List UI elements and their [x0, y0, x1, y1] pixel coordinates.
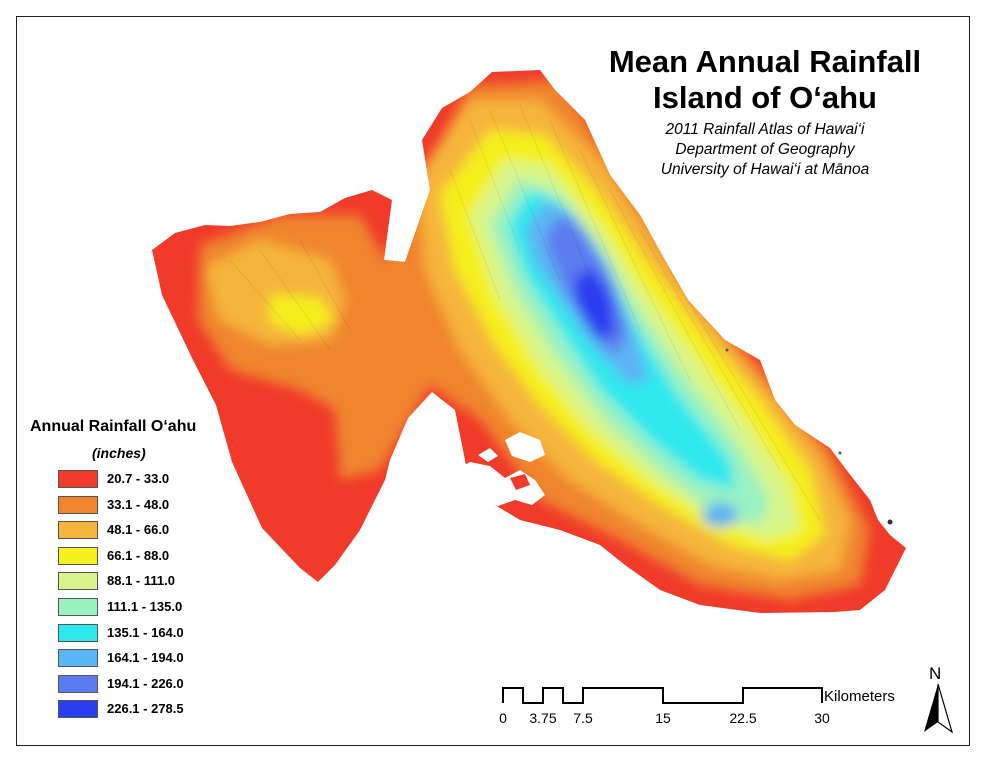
legend-label: 20.7 - 33.0	[107, 471, 170, 486]
legend-item: 66.1 - 88.0	[58, 546, 258, 567]
legend-item: 111.1 - 135.0	[58, 598, 258, 618]
scale-bar-unit: Kilometers	[824, 688, 895, 705]
legend-label: 48.1 - 66.0	[107, 522, 170, 538]
north-label: N	[929, 664, 942, 683]
legend-label: 194.1 - 226.0	[107, 675, 184, 691]
legend-item: 164.1 - 194.0	[58, 649, 258, 669]
legend-item: 20.7 - 33.0	[58, 470, 258, 490]
legend-swatch	[58, 521, 98, 540]
legend-item: 88.1 - 111.0	[58, 572, 258, 592]
legend-swatch	[58, 649, 98, 668]
north-arrow-icon	[924, 683, 954, 734]
legend-swatch	[58, 572, 98, 591]
subtitle-line3: University of Hawai‘i at Mānoa	[660, 161, 870, 178]
legend-label: 135.1 - 164.0	[107, 624, 184, 640]
scale-tick-label: 0	[499, 710, 507, 726]
map-title-line1: Mean Annual Rainfall	[608, 44, 922, 79]
legend-item: 226.1 - 278.5	[58, 700, 258, 720]
legend-label: 66.1 - 88.0	[107, 547, 170, 563]
legend-label: 226.1 - 278.5	[107, 701, 184, 717]
legend-item: 48.1 - 66.0	[58, 521, 258, 541]
legend-label: 88.1 - 111.0	[107, 573, 175, 589]
legend-swatch	[58, 700, 98, 719]
legend-swatch	[58, 470, 98, 488]
islets	[725, 348, 893, 525]
legend-label: 111.1 - 135.0	[107, 599, 183, 614]
legend-swatch	[58, 546, 98, 565]
legend-title: Annual Rainfall O‘ahu	[30, 418, 197, 435]
scale-bar	[502, 687, 823, 704]
legend-label: 33.1 - 48.0	[107, 496, 170, 512]
scale-tick-label: 22.5	[729, 710, 757, 726]
legend-item: 33.1 - 48.0	[58, 495, 258, 516]
map-title-line2: Island of O‘ahu	[653, 80, 877, 115]
legend-swatch	[58, 674, 98, 693]
legend-swatch	[58, 598, 98, 616]
legend-label: 164.1 - 194.0	[107, 650, 184, 666]
scale-tick-label: 7.5	[573, 710, 593, 726]
legend-item: 194.1 - 226.0	[58, 674, 258, 695]
scale-tick-label: 3.75	[529, 710, 557, 726]
legend-units: (inches)	[92, 445, 146, 461]
legend-item: 135.1 - 164.0	[58, 623, 258, 644]
legend-swatch	[58, 623, 98, 642]
pearl-harbor-water	[455, 432, 545, 506]
subtitle-line2: Department of Geography	[675, 141, 855, 158]
subtitle-line1: 2011 Rainfall Atlas of Hawai‘i	[665, 121, 865, 138]
scale-tick-label: 15	[655, 710, 671, 726]
legend-swatch	[58, 495, 98, 514]
scale-tick-label: 30	[814, 710, 830, 726]
